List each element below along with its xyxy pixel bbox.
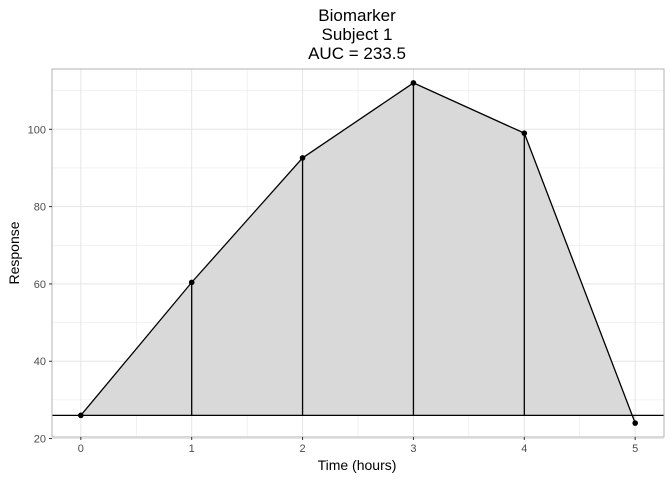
data-point	[521, 130, 528, 136]
data-point	[78, 412, 84, 419]
response-line	[80, 82, 636, 424]
title-line-2: Subject 1	[322, 25, 393, 44]
data-point	[410, 80, 417, 86]
y-tick-label: 40	[34, 356, 46, 368]
series-line	[80, 82, 636, 424]
x-tick-label: 4	[521, 443, 527, 455]
x-tick-label: 2	[300, 443, 306, 455]
x-tick-label: 1	[189, 443, 195, 455]
data-points	[78, 80, 638, 426]
y-axis-label: Response	[6, 221, 22, 284]
title-line-3: AUC = 233.5	[308, 44, 406, 63]
panel-border	[51, 68, 665, 438]
trapezoid-dividers	[191, 82, 525, 416]
data-point	[632, 420, 638, 426]
x-tick-label: 0	[78, 443, 84, 455]
data-point	[299, 155, 306, 161]
chart-title: Biomarker Subject 1 AUC = 233.5	[308, 6, 406, 63]
y-tick-label: 60	[34, 279, 46, 291]
x-axis-label: Time (hours)	[318, 457, 397, 473]
auc-fill	[80, 82, 636, 424]
y-tick-label: 20	[34, 434, 46, 446]
y-axis-ticks: 20 40 60 80 100	[28, 124, 52, 446]
y-tick-label: 80	[34, 202, 46, 214]
x-tick-label: 3	[410, 443, 416, 455]
x-tick-label: 5	[632, 443, 638, 455]
auc-area	[80, 82, 636, 424]
x-axis-ticks: 0 1 2 3 4 5	[78, 437, 638, 455]
y-tick-label: 100	[28, 124, 46, 136]
title-line-1: Biomarker	[318, 6, 396, 25]
data-point	[188, 279, 195, 286]
